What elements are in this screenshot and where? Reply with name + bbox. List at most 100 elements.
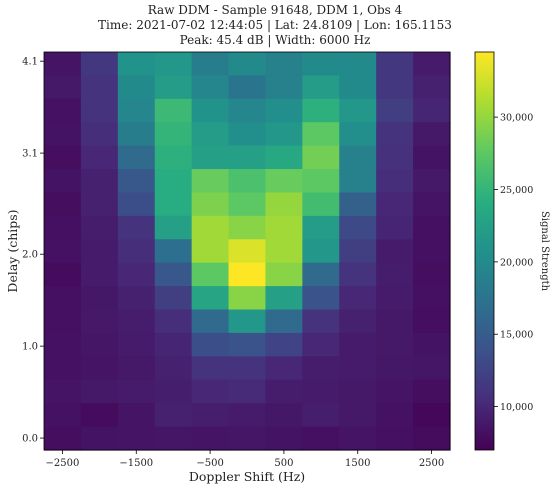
heatmap-cell — [191, 192, 230, 217]
heatmap-cell — [302, 122, 340, 147]
heatmap-cell — [154, 122, 193, 147]
heatmap-cell — [265, 262, 303, 287]
heatmap-cell — [80, 379, 119, 404]
heatmap-cell — [44, 98, 82, 123]
heatmap-cell — [80, 52, 119, 77]
heatmap-cell — [154, 426, 193, 451]
heatmap-cell — [191, 98, 230, 123]
heatmap-cell — [117, 262, 156, 287]
heatmap-cell — [44, 145, 82, 170]
heatmap-cell — [117, 98, 156, 123]
heatmap-cell — [413, 309, 451, 334]
heatmap-cell — [339, 356, 377, 381]
heatmap-cell — [228, 356, 267, 381]
heatmap-cell — [80, 75, 119, 100]
heatmap-cell — [191, 286, 230, 311]
heatmap-cell — [302, 286, 340, 311]
heatmap-cell — [191, 403, 230, 428]
heatmap-cell — [228, 403, 267, 428]
heatmap-cell — [154, 309, 193, 334]
heatmap-cell — [339, 262, 377, 287]
heatmap-cell — [44, 286, 82, 311]
plot-frame — [43, 51, 451, 451]
colorbar-axis: 10,000 15,000 20,000 25,000 30,000 — [494, 113, 533, 413]
heatmap-cell — [302, 169, 340, 194]
heatmap-cell — [376, 379, 414, 404]
heatmap-cell — [191, 379, 230, 404]
heatmap-cell — [117, 403, 156, 428]
heatmap-cell — [80, 286, 119, 311]
heatmap-cell — [44, 262, 82, 287]
heatmap-cell — [413, 52, 451, 77]
heatmap-cell — [339, 239, 377, 264]
heatmap-cell — [154, 262, 193, 287]
x-tick-label: −1500 — [119, 458, 153, 469]
colorbar-label: Signal Strength — [539, 211, 550, 292]
colorbar-tick-label: 20,000 — [500, 257, 533, 268]
heatmap-cell — [191, 239, 230, 264]
x-axis-label: Doppler Shift (Hz) — [189, 469, 305, 484]
heatmap-cell — [154, 286, 193, 311]
heatmap-cell — [376, 426, 414, 451]
heatmap-cell — [154, 215, 193, 240]
chart-title-line-3: Peak: 45.4 dB | Width: 6000 Hz — [179, 33, 371, 47]
heatmap-cell — [413, 169, 451, 194]
heatmap-cell — [191, 145, 230, 170]
heatmap-cell — [80, 403, 119, 428]
heatmap-cell — [228, 379, 267, 404]
heatmap-cell — [44, 169, 82, 194]
heatmap-cell — [339, 75, 377, 100]
heatmap-cell — [191, 309, 230, 334]
heatmap-cell — [228, 145, 267, 170]
heatmap-cell — [376, 98, 414, 123]
heatmap-cell — [413, 145, 451, 170]
heatmap-cell — [191, 122, 230, 147]
heatmap-cell — [80, 262, 119, 287]
heatmap-cell — [117, 286, 156, 311]
heatmap-cell — [376, 215, 414, 240]
heatmap-cell — [413, 215, 451, 240]
heatmap-cell — [265, 379, 303, 404]
heatmap-cell — [265, 403, 303, 428]
heatmap-cell — [265, 122, 303, 147]
heatmap-cell — [265, 98, 303, 123]
heatmap-cell — [376, 169, 414, 194]
heatmap-cell — [376, 286, 414, 311]
heatmap-cell — [376, 309, 414, 334]
heatmap-cell — [265, 309, 303, 334]
heatmap-cell — [265, 145, 303, 170]
heatmap-cell — [339, 215, 377, 240]
heatmap-cell — [413, 379, 451, 404]
heatmap-cell — [191, 332, 230, 357]
colorbar-tick-label: 30,000 — [500, 113, 533, 124]
heatmap-cell — [154, 239, 193, 264]
heatmap-cell — [44, 122, 82, 147]
heatmap-cell — [302, 309, 340, 334]
heatmap-cell — [413, 262, 451, 287]
heatmap-cell — [265, 169, 303, 194]
heatmap-cell — [413, 192, 451, 217]
heatmap-cell — [80, 239, 119, 264]
heatmap-cell — [228, 98, 267, 123]
x-axis: −2500 −1500 −500 500 1500 2500 — [46, 450, 444, 469]
x-tick-label: −2500 — [46, 458, 80, 469]
heatmap-cell — [339, 145, 377, 170]
heatmap-cell — [117, 75, 156, 100]
colorbar-tick-label: 15,000 — [500, 330, 533, 341]
heatmap-cell — [302, 332, 340, 357]
heatmap-cell — [191, 75, 230, 100]
heatmap-cell — [376, 192, 414, 217]
heatmap-cell — [302, 379, 340, 404]
heatmap-cell — [228, 332, 267, 357]
heatmap-cell — [265, 286, 303, 311]
heatmap-cell — [154, 192, 193, 217]
heatmap-cell — [228, 75, 267, 100]
heatmap-cell — [376, 239, 414, 264]
heatmap-cell — [376, 122, 414, 147]
heatmap-cell — [339, 192, 377, 217]
heatmap-cell — [154, 356, 193, 381]
heatmap-cell — [117, 122, 156, 147]
colorbar — [474, 51, 495, 451]
heatmap-cell — [80, 122, 119, 147]
y-axis: 0.0 1.0 2.0 3.1 4.1 — [22, 57, 44, 445]
